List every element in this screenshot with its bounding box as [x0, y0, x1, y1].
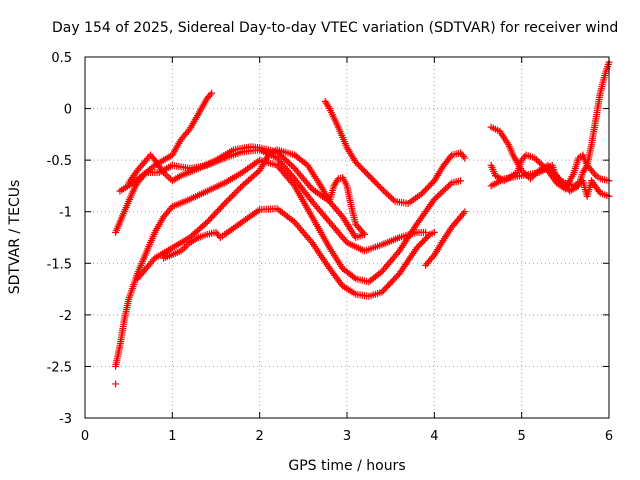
y-axis-label: SDTVAR / TECUs	[7, 180, 23, 295]
data-point	[378, 185, 386, 193]
x-tick-label: 4	[430, 429, 438, 444]
grid	[85, 57, 609, 418]
data-point	[232, 188, 240, 196]
x-tick-label: 6	[605, 429, 613, 444]
data-point	[523, 171, 531, 179]
data-point	[457, 177, 465, 185]
data-point	[337, 211, 345, 219]
data-point	[446, 180, 454, 188]
data-point	[208, 89, 216, 97]
chart-title: Day 154 of 2025, Sidereal Day-to-day VTE…	[52, 20, 618, 36]
data-point	[278, 152, 286, 160]
data-point	[440, 186, 448, 194]
data-point	[202, 219, 210, 227]
data-point	[388, 194, 396, 202]
data-point	[380, 187, 388, 195]
data-point	[532, 156, 540, 164]
data-point	[237, 184, 245, 192]
data-point	[432, 194, 440, 202]
data-points	[112, 58, 613, 388]
data-point	[221, 199, 229, 207]
data-point	[590, 170, 598, 178]
data-point	[284, 158, 292, 166]
data-point	[226, 195, 233, 203]
data-point	[184, 127, 192, 135]
x-tick-label: 5	[518, 429, 526, 444]
data-point	[229, 191, 237, 199]
data-point	[163, 172, 171, 180]
data-point	[459, 209, 467, 217]
data-point	[536, 159, 544, 167]
data-point	[286, 160, 294, 168]
data-point	[279, 154, 287, 162]
y-tick-label: 0	[64, 103, 72, 118]
data-point	[360, 230, 368, 238]
data-point	[287, 161, 295, 169]
data-point	[461, 154, 469, 162]
data-point	[394, 249, 402, 257]
data-point	[434, 192, 442, 200]
data-point	[430, 195, 438, 203]
x-axis-label: GPS time / hours	[288, 458, 405, 474]
data-point	[233, 187, 241, 195]
data-point	[112, 380, 120, 388]
y-tick-label: -3	[59, 412, 72, 427]
data-point	[376, 184, 384, 192]
data-point	[206, 91, 214, 99]
x-tick-label: 1	[168, 429, 176, 444]
data-point	[383, 190, 391, 198]
data-point	[283, 157, 291, 165]
x-tick-label: 3	[343, 429, 351, 444]
x-tick-label: 0	[81, 429, 89, 444]
data-point	[461, 208, 469, 216]
data-point	[275, 149, 283, 157]
axis-ticks: 0 1 2 3 4 5 6 0.5 0 -0.5 -1 -1.5 -2 -2.5 -3	[47, 51, 614, 444]
data-point	[350, 273, 358, 281]
data-point	[443, 183, 451, 191]
y-tick-label: -2.5	[47, 360, 72, 375]
data-point	[219, 201, 227, 209]
data-point	[227, 193, 235, 201]
data-point	[386, 193, 394, 201]
data-point	[224, 196, 232, 204]
data-point	[276, 151, 284, 159]
data-point	[445, 182, 453, 190]
data-point	[222, 198, 230, 206]
y-tick-label: -1	[59, 206, 72, 221]
data-point	[429, 253, 437, 261]
data-point	[531, 154, 539, 162]
data-point	[307, 183, 315, 191]
data-point	[307, 237, 315, 245]
y-tick-label: 0.5	[51, 51, 72, 66]
y-tick-label: -1.5	[47, 257, 72, 272]
data-point	[534, 157, 542, 165]
data-point	[273, 148, 281, 156]
x-tick-label: 2	[256, 429, 264, 444]
data-point	[430, 228, 438, 236]
data-point	[289, 163, 297, 171]
y-tick-label: -2	[59, 309, 72, 324]
data-point	[437, 189, 445, 197]
data-point	[235, 185, 243, 193]
data-point	[376, 269, 384, 277]
data-point	[230, 190, 238, 198]
data-point	[441, 185, 449, 193]
y-tick-label: -0.5	[47, 154, 72, 169]
data-point	[389, 196, 397, 204]
data-point	[438, 188, 446, 196]
data-point	[141, 170, 148, 178]
data-point	[381, 188, 389, 196]
data-point	[459, 152, 467, 160]
data-point	[435, 191, 443, 199]
data-point	[422, 228, 430, 236]
data-point	[425, 232, 433, 240]
data-point	[281, 155, 289, 163]
data-point	[384, 191, 392, 199]
